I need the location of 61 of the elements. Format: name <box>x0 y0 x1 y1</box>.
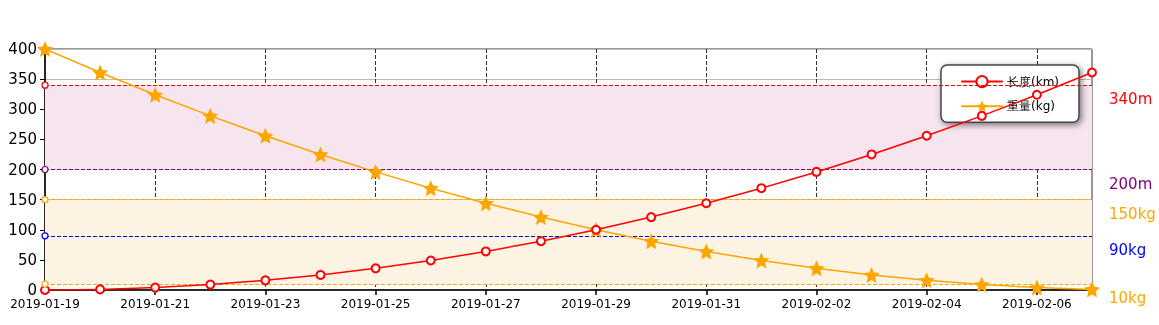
point <box>535 236 546 247</box>
point <box>422 180 439 197</box>
y-tick-label: 300 <box>8 100 37 119</box>
ref-line-label: 150kg <box>1109 204 1156 223</box>
point <box>150 282 161 293</box>
y-tick-label: 100 <box>8 220 37 239</box>
point <box>370 263 381 274</box>
point <box>480 246 491 257</box>
x-tick-label: 2019-02-06 <box>1002 297 1072 311</box>
point <box>1087 67 1097 78</box>
point <box>257 127 274 144</box>
x-tick-label: 2019-01-23 <box>230 297 301 311</box>
point <box>37 41 53 57</box>
y-tick-label: 250 <box>8 130 37 149</box>
x-tick-label: 2019-01-25 <box>340 297 411 311</box>
point <box>425 255 436 266</box>
point <box>477 195 494 212</box>
x-tick-label: 2019-01-27 <box>450 297 521 311</box>
point <box>205 279 216 290</box>
point <box>756 183 767 194</box>
y-tick-label: 350 <box>8 70 37 89</box>
point <box>95 284 106 295</box>
y-tick-label: 0 <box>27 281 37 299</box>
ref-line-label: 10kg <box>1109 288 1147 307</box>
point <box>863 266 880 283</box>
point <box>866 149 877 160</box>
y-tick-label: 50 <box>17 250 37 269</box>
point <box>973 276 990 293</box>
point <box>1028 279 1045 296</box>
ref-line-label: 90kg <box>1109 240 1147 259</box>
x-tick-label: 2019-02-02 <box>781 297 852 311</box>
point <box>92 64 109 81</box>
point <box>701 198 712 209</box>
point <box>808 260 825 277</box>
x-tick-label: 2019-01-19 <box>10 297 80 311</box>
point <box>312 146 329 163</box>
point <box>921 130 932 141</box>
point <box>646 212 657 223</box>
point <box>260 275 271 286</box>
point <box>1084 281 1100 298</box>
point <box>643 233 660 250</box>
point <box>1031 89 1042 100</box>
point <box>367 163 384 180</box>
point <box>147 86 164 103</box>
y-tick-label: 150 <box>8 190 37 209</box>
x-tick-label: 2019-02-04 <box>891 297 962 311</box>
point <box>532 209 549 226</box>
x-tick-label: 2019-01-21 <box>120 297 191 311</box>
point <box>753 252 770 269</box>
point <box>976 110 987 121</box>
point <box>811 166 822 177</box>
point <box>918 272 935 289</box>
y-tick-label: 400 <box>8 40 37 58</box>
x-tick-label: 2019-01-31 <box>671 297 742 311</box>
x-tick-label: 2019-01-29 <box>561 297 631 311</box>
y-tick-label: 200 <box>8 160 37 179</box>
point <box>315 269 326 280</box>
point <box>698 243 715 260</box>
point <box>202 107 219 124</box>
ref-line-label: 200m <box>1109 174 1153 193</box>
ref-line-label: 340m <box>1109 90 1153 109</box>
